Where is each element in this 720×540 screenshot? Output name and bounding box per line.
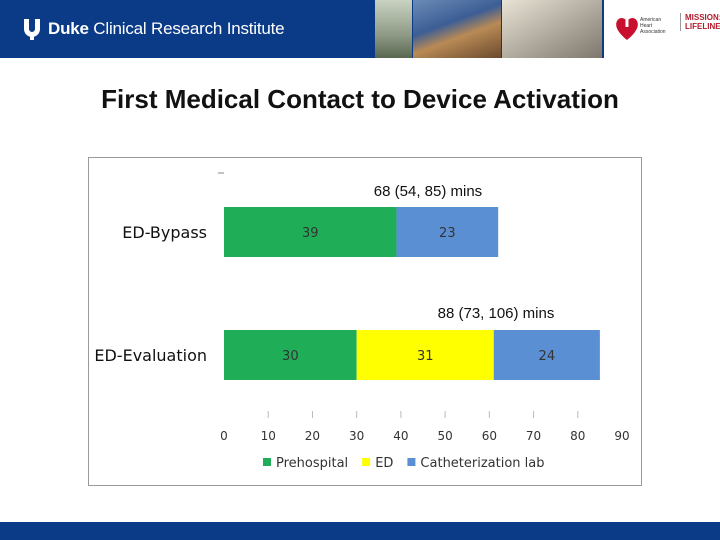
x-tick-label: 40 bbox=[393, 429, 408, 443]
legend-swatch bbox=[407, 458, 416, 466]
header-banner: Duke Clinical Research Institute America… bbox=[0, 0, 720, 58]
duke-chapel-icon bbox=[24, 19, 40, 40]
bar-segment bbox=[224, 207, 397, 257]
data-label: 24 bbox=[539, 349, 556, 364]
aha-logo: American Heart Association MISSION: LIFE… bbox=[604, 0, 720, 58]
data-label: 39 bbox=[302, 226, 319, 241]
x-tick-label: 0 bbox=[220, 429, 228, 443]
category-label: ED-Bypass bbox=[122, 223, 207, 242]
total-annotation: 68 (54, 85) mins bbox=[374, 183, 482, 200]
footer-bar bbox=[0, 522, 720, 540]
x-tick-label: 80 bbox=[570, 429, 585, 443]
header-photo-building bbox=[375, 0, 412, 58]
x-tick-label: 70 bbox=[526, 429, 541, 443]
x-tick-label: 50 bbox=[437, 429, 452, 443]
mission-lifeline-wordmark: MISSION: LIFELINE bbox=[680, 13, 720, 31]
data-label: 30 bbox=[282, 349, 299, 364]
x-tick-label: 20 bbox=[305, 429, 320, 443]
logo-text: Duke Clinical Research Institute bbox=[48, 19, 285, 38]
legend-label: Prehospital bbox=[276, 456, 348, 471]
x-tick-label: 10 bbox=[261, 429, 276, 443]
header-photo-hospital bbox=[413, 0, 501, 58]
data-label: 23 bbox=[439, 226, 456, 241]
stacked-bar-chart: ED-Bypass ED-Evaluation 39 23 30 31 24 68 (54, … bbox=[94, 172, 630, 471]
header-photo-tablet bbox=[502, 0, 602, 58]
legend-swatch bbox=[362, 458, 371, 466]
legend-label: Catheterization lab bbox=[420, 456, 544, 471]
heart-torch-icon bbox=[616, 15, 638, 40]
chart-frame: ED-Bypass ED-Evaluation 39 23 30 31 24 68 (54, … bbox=[88, 157, 642, 486]
legend-label: ED bbox=[375, 456, 393, 471]
duke-logo: Duke Clinical Research Institute bbox=[22, 16, 285, 42]
total-annotation: 88 (73, 106) mins bbox=[438, 305, 555, 322]
bar-segment bbox=[493, 330, 600, 380]
aha-wordmark: American Heart Association bbox=[640, 17, 666, 35]
slide-title: First Medical Contact to Device Activati… bbox=[101, 84, 619, 114]
bar-segment bbox=[224, 330, 357, 380]
bar-segment bbox=[396, 207, 499, 257]
bar-segment bbox=[356, 330, 494, 380]
x-tick-label: 60 bbox=[482, 429, 497, 443]
data-label: 31 bbox=[417, 349, 434, 364]
legend-swatch bbox=[263, 458, 271, 466]
x-tick-label: 30 bbox=[349, 429, 364, 443]
category-label: ED-Evaluation bbox=[94, 346, 207, 365]
x-tick-label: 90 bbox=[614, 429, 629, 443]
